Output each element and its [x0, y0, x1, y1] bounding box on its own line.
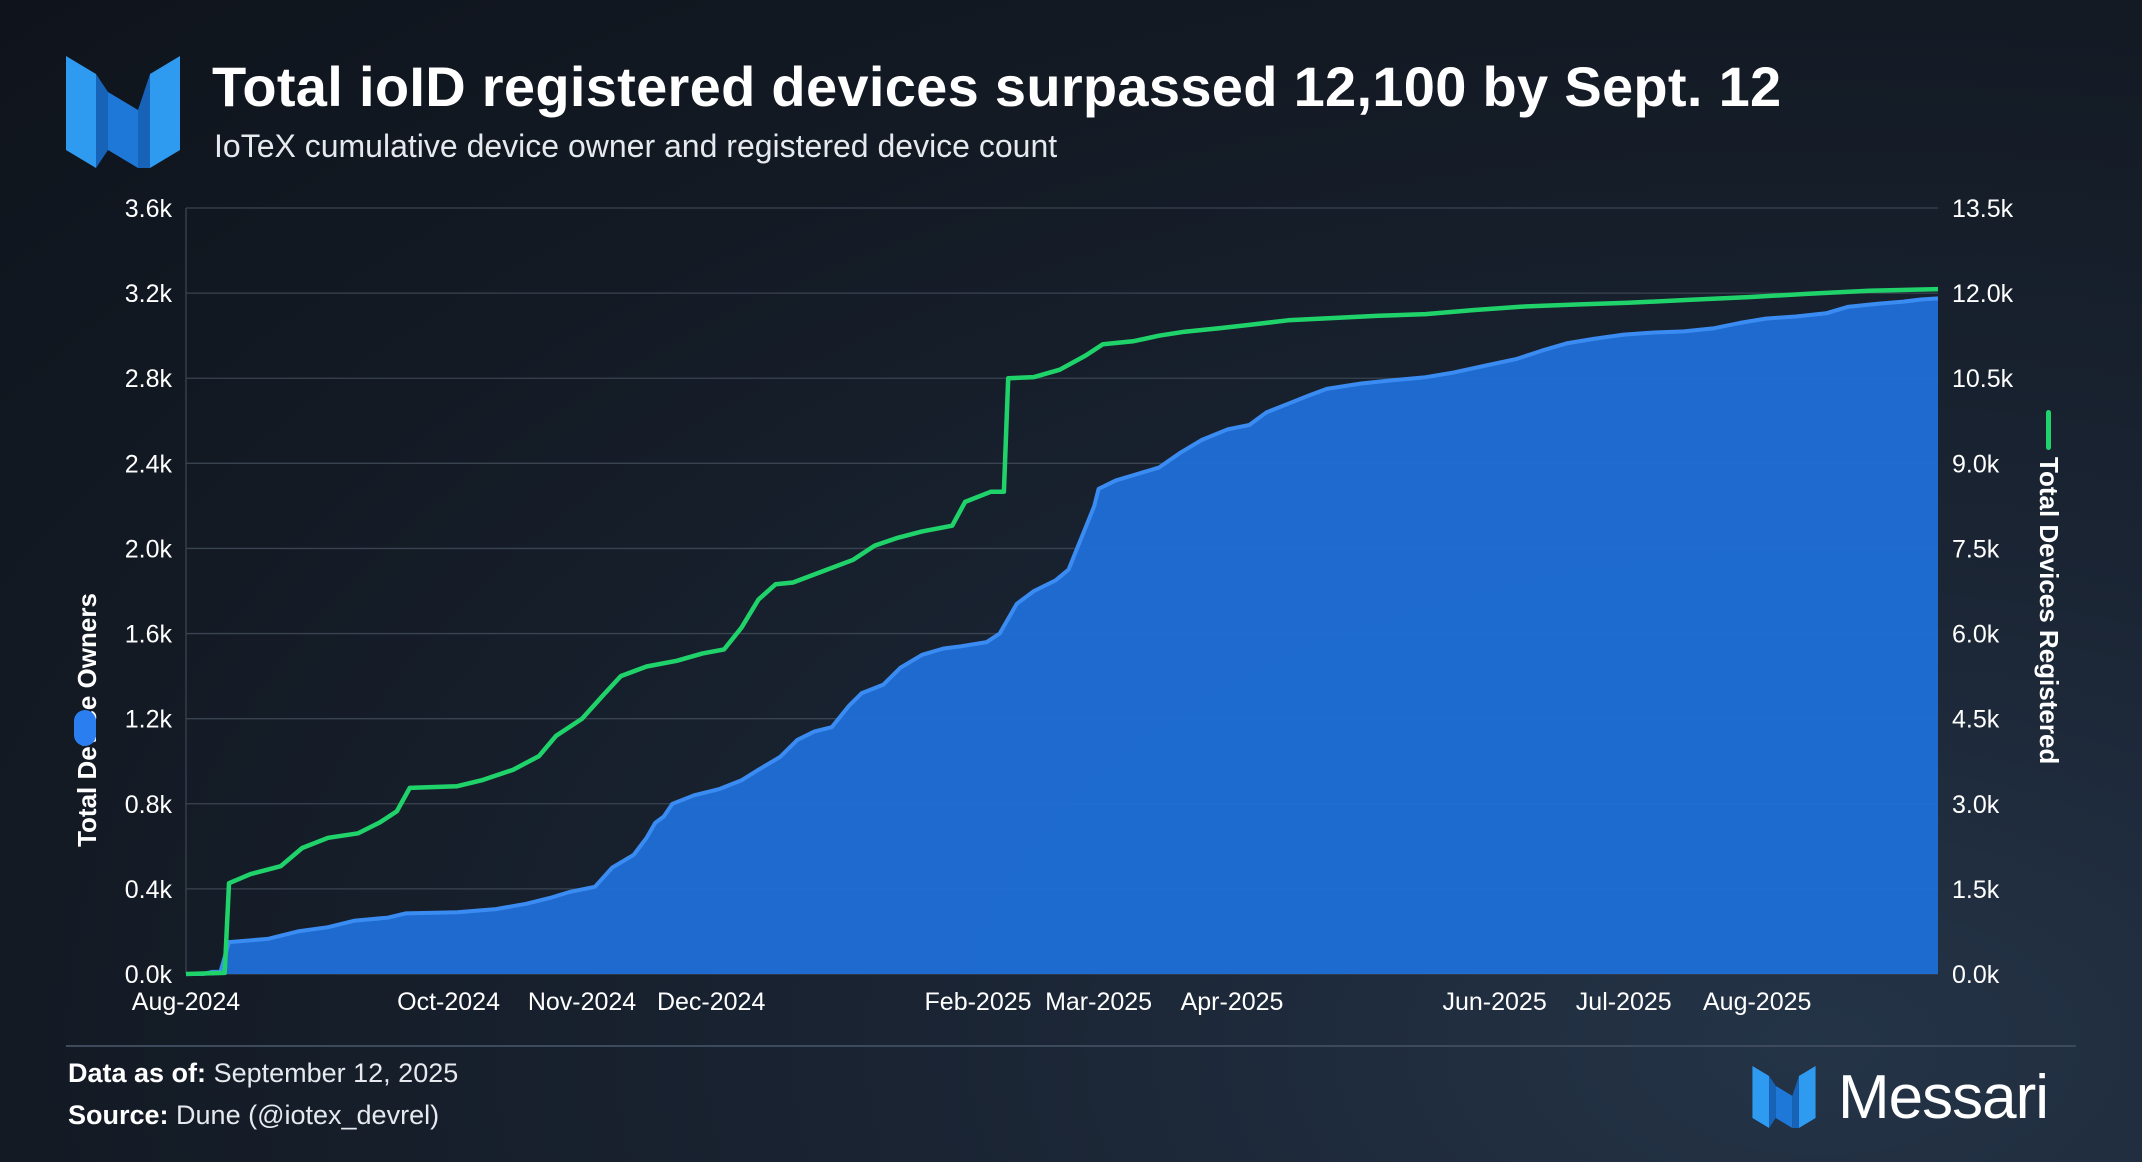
x-tick-label: Aug-2025 — [1703, 988, 1811, 1016]
right-tick-label: 12.0k — [1952, 280, 2014, 308]
x-axis-ticks: Aug-2024 Oct-2024 Nov-2024 Dec-2024 Feb-2025… — [132, 988, 1812, 1016]
left-tick-label: 1.2k — [125, 706, 173, 734]
owners-line-series — [186, 296, 1939, 976]
messari-logo-icon — [66, 56, 180, 168]
left-tick-label: 0.4k — [125, 876, 173, 904]
right-tick-label: 0.0k — [1952, 961, 2000, 989]
right-tick-label: 4.5k — [1952, 706, 2000, 734]
x-tick-label: Jul-2025 — [1576, 988, 1672, 1016]
right-axis-ticks: 0.0k 1.5k 3.0k 4.5k 6.0k 7.5k 9.0k 10.5k 12.0k 13… — [1952, 195, 2014, 989]
left-tick-label: 2.4k — [125, 450, 173, 478]
left-tick-label: 0.0k — [125, 961, 173, 989]
chart-title: Total ioID registered devices surpassed … — [212, 55, 1782, 118]
footer-divider-right — [1078, 1045, 2076, 1047]
left-tick-label: 3.6k — [125, 195, 173, 223]
left-tick-label: 3.2k — [125, 280, 173, 308]
right-tick-label: 7.5k — [1952, 535, 2000, 563]
x-tick-label: Mar-2025 — [1045, 988, 1152, 1016]
messari-wordmark: Messari — [1838, 1062, 2049, 1132]
data-as-of-label: Data as of: — [68, 1058, 207, 1088]
source-line: Source: Dune (@iotex_devrel) — [68, 1100, 439, 1131]
devices-legend-marker — [2046, 410, 2051, 450]
right-tick-label: 10.5k — [1952, 365, 2014, 393]
right-tick-label: 3.0k — [1952, 791, 2000, 819]
devices-line-series — [185, 286, 1939, 977]
data-as-of-value: September 12, 2025 — [213, 1058, 459, 1088]
left-tick-label: 2.0k — [125, 535, 173, 563]
left-tick-label: 2.8k — [125, 365, 173, 393]
x-tick-label: Feb-2025 — [925, 988, 1032, 1016]
right-axis-title-group: Total Devices Registered — [2034, 457, 2064, 764]
chart-subtitle: IoTeX cumulative device owner and regist… — [214, 128, 1058, 164]
left-tick-label: 1.6k — [125, 621, 173, 649]
owners-area-series — [186, 298, 1938, 974]
x-tick-label: Jun-2025 — [1442, 988, 1546, 1016]
messari-brand: Messari — [1752, 1062, 2049, 1132]
left-tick-label: 0.8k — [125, 791, 173, 819]
right-tick-label: 1.5k — [1952, 876, 2000, 904]
right-tick-label: 13.5k — [1952, 195, 2014, 223]
data-as-of: Data as of: September 12, 2025 — [68, 1058, 458, 1089]
x-tick-label: Nov-2024 — [528, 988, 636, 1016]
right-tick-label: 6.0k — [1952, 621, 2000, 649]
right-axis-title: Total Devices Registered — [2034, 457, 2064, 764]
right-tick-label: 9.0k — [1952, 450, 2000, 478]
x-tick-label: Aug-2024 — [132, 988, 241, 1016]
x-tick-label: Oct-2024 — [397, 988, 500, 1016]
source-label: Source: — [68, 1100, 169, 1130]
x-tick-label: Apr-2025 — [1181, 988, 1284, 1016]
x-tick-label: Dec-2024 — [657, 988, 765, 1016]
footer-divider — [66, 1045, 1078, 1047]
owners-legend-marker — [74, 710, 96, 746]
left-axis-ticks: 0.0k 0.4k 0.8k 1.2k 1.6k 2.0k 2.4k 2.8k 3.2k 3.6k — [125, 195, 173, 989]
messari-m-icon — [1752, 1066, 1816, 1128]
source-value: Dune (@iotex_devrel) — [176, 1100, 440, 1130]
